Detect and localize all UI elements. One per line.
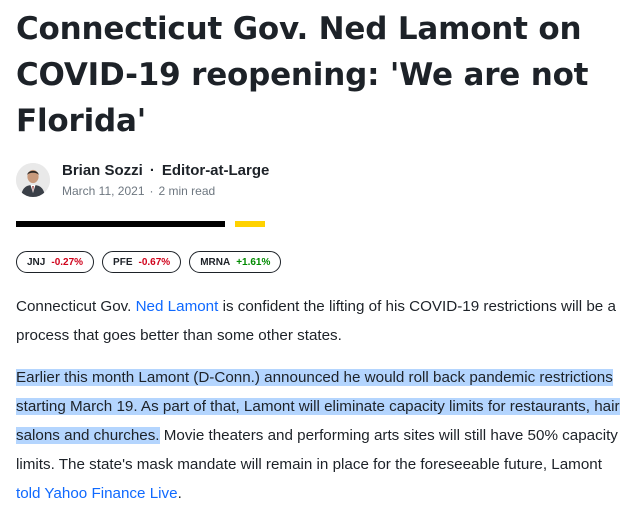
author-title: Editor-at-Large xyxy=(161,162,270,179)
author-line: Brian Sozzi · Editor-at-Large xyxy=(62,161,269,181)
ticker-change: +1.61% xyxy=(236,256,271,268)
divider-accent xyxy=(235,221,265,227)
ticker-mrna[interactable]: MRNA +1.61% xyxy=(189,251,282,273)
paragraph-text: . xyxy=(177,485,182,502)
paragraph-text: Connecticut Gov. xyxy=(16,298,136,315)
ticker-pfe[interactable]: PFE -0.67% xyxy=(102,251,182,273)
ticker-change: -0.67% xyxy=(138,256,171,268)
author-photo-icon xyxy=(16,163,50,197)
meta-separator: · xyxy=(149,184,154,198)
ticker-symbol: PFE xyxy=(113,256,133,268)
author-separator: · xyxy=(149,162,155,179)
article-headline: Connecticut Gov. Ned Lamont on COVID-19 … xyxy=(16,11,589,139)
read-time: 2 min read xyxy=(158,184,216,198)
ticker-jnj[interactable]: JNJ -0.27% xyxy=(16,251,95,273)
yahoo-finance-live-link[interactable]: told Yahoo Finance Live xyxy=(16,485,178,502)
divider-bar xyxy=(16,221,225,227)
ned-lamont-link[interactable]: Ned Lamont xyxy=(135,298,219,315)
byline: Brian Sozzi · Editor-at-Large March 11, 20… xyxy=(16,161,269,199)
ticker-symbol: JNJ xyxy=(27,256,46,268)
author-name[interactable]: Brian Sozzi xyxy=(62,162,143,179)
ticker-symbol: MRNA xyxy=(200,256,231,268)
paragraph-text: is confident the lifting of his COVID-19… xyxy=(16,298,616,344)
ticker-list: JNJ -0.27% PFE -0.67% MRNA +1.61% xyxy=(16,251,282,273)
ticker-change: -0.27% xyxy=(51,256,84,268)
article-paragraph-1: Connecticut Gov. Ned Lamont is confident… xyxy=(16,292,626,350)
author-avatar[interactable] xyxy=(16,163,50,197)
publish-date: March 11, 2021 xyxy=(62,184,145,198)
byline-text: Brian Sozzi · Editor-at-Large March 11, 20… xyxy=(62,161,269,199)
paragraph-text: Movie theaters and performing arts sites… xyxy=(16,427,618,473)
article-paragraph-2: Earlier this month Lamont (D-Conn.) anno… xyxy=(16,363,626,508)
article-meta: March 11, 2021 · 2 min read xyxy=(62,183,269,199)
